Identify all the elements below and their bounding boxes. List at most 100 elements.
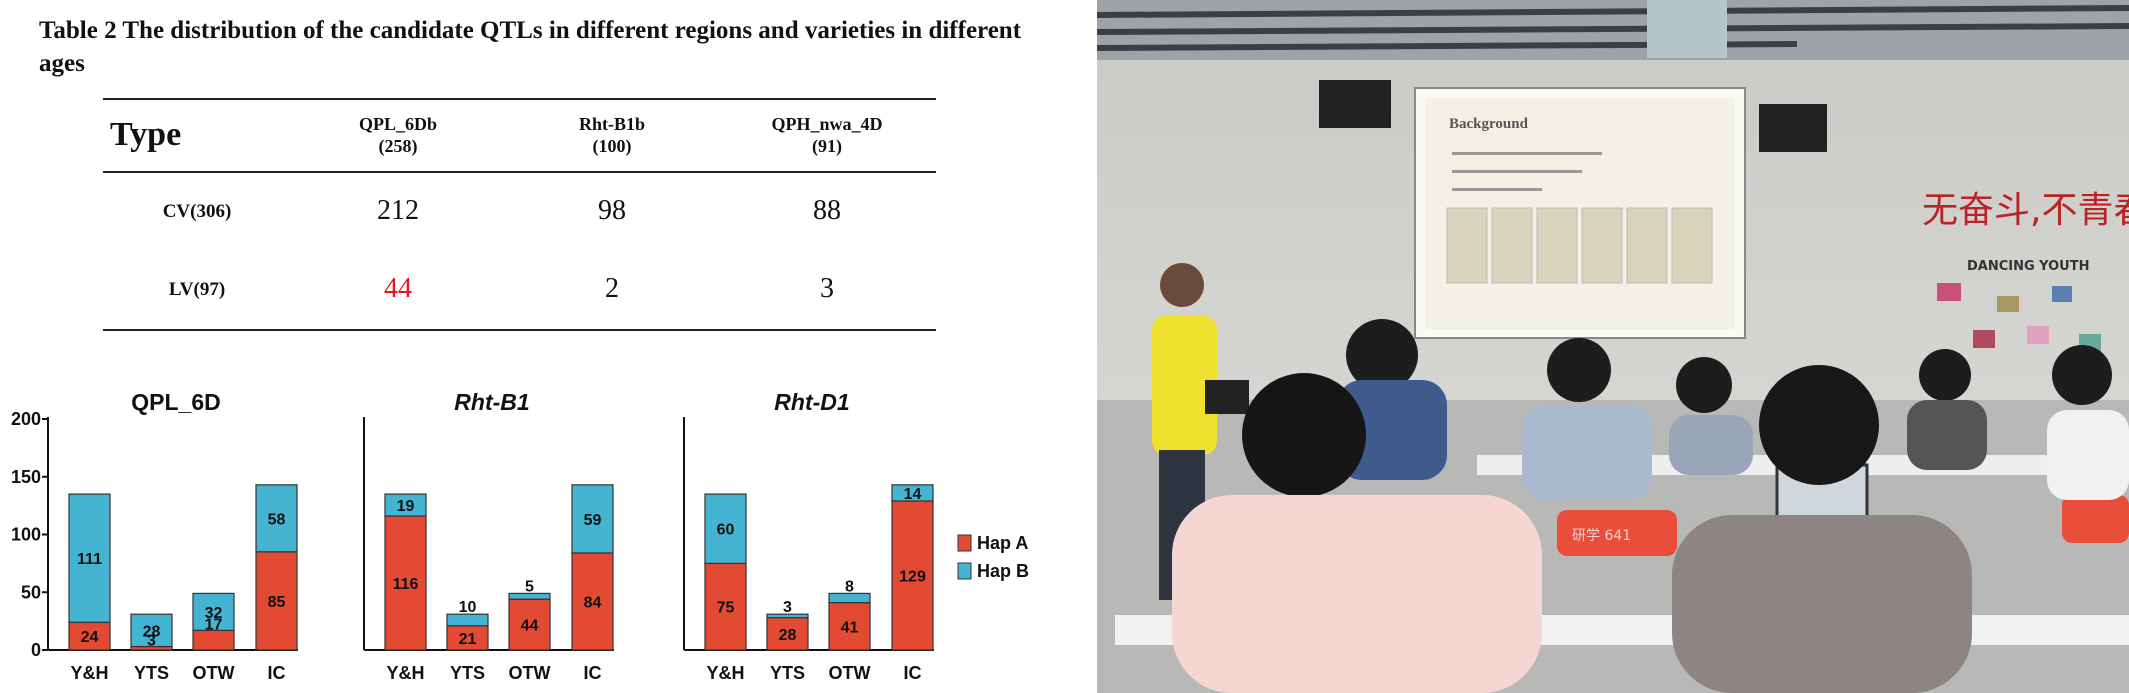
bar-hap-b	[571, 484, 614, 554]
bar-hap-b	[828, 592, 871, 604]
column-header-qph-nwa-4d: QPH_nwa_4D (91)	[727, 113, 927, 157]
bar-label-hap-a: 75	[717, 600, 735, 617]
bar-hap-b	[508, 592, 551, 600]
row-label-lv: LV(97)	[168, 279, 226, 300]
legend-label: Hap B	[977, 561, 1029, 581]
bar-label-hap-a: 116	[393, 576, 419, 593]
column-count: (100)	[592, 136, 632, 156]
bar-label-hap-b: 32	[205, 605, 223, 622]
bar-hap-b	[446, 613, 489, 627]
bar-label-hap-a: 84	[584, 594, 602, 611]
table-type-header: Type	[110, 116, 182, 153]
x-tick-label: OTW	[193, 663, 235, 683]
column-count: (91)	[812, 136, 842, 156]
bar-label-hap-b: 28	[143, 623, 161, 640]
y-tick-label: 100	[11, 525, 41, 545]
classroom-photo: Background 无奋斗,不青春 DANCING YOUTH	[1097, 0, 2129, 693]
chart-panel-title: Rht-B1	[454, 389, 529, 415]
cell-lv-qpl: 44	[384, 273, 412, 304]
bar-hap-b	[130, 613, 173, 648]
haplotype-bar-charts: 050100150200QPL_6D24111Y&H328YTS1732OTW8…	[11, 389, 1029, 683]
table-top-rule	[103, 98, 936, 100]
bar-hap-a	[446, 625, 489, 651]
bar-label-hap-b: 3	[783, 599, 792, 616]
chair-label: 研学 641	[1572, 528, 1631, 544]
bar-label-hap-b: 8	[845, 578, 854, 595]
bar-hap-a	[508, 598, 551, 651]
column-name: Rht-B1b	[578, 114, 645, 134]
table-header-rule	[103, 171, 936, 173]
bar-hap-a	[828, 602, 871, 651]
bar-hap-b	[384, 493, 427, 517]
bar-hap-a	[704, 562, 747, 651]
bar-label-hap-a: 21	[459, 631, 477, 648]
x-tick-label: OTW	[829, 663, 871, 683]
bar-hap-b	[255, 484, 298, 553]
column-name: QPL_6Db	[358, 114, 437, 134]
x-tick-label: IC	[268, 663, 286, 683]
bar-hap-a	[891, 500, 934, 651]
bar-label-hap-b: 19	[397, 498, 415, 515]
bar-label-hap-a: 44	[521, 618, 539, 635]
y-tick-label: 150	[11, 467, 41, 487]
classroom-photo-illustration: Background 无奋斗,不青春 DANCING YOUTH	[1097, 0, 2129, 693]
cell-cv-qpl: 212	[377, 195, 419, 226]
bar-label-hap-a: 3	[147, 633, 156, 650]
chart-panel-title: Rht-D1	[774, 389, 849, 415]
bar-label-hap-b: 5	[525, 578, 534, 595]
cell-cv-rhtb1: 98	[598, 195, 626, 226]
slide-plant-images	[1446, 207, 1713, 284]
legend-swatch	[957, 534, 972, 552]
wall-slogan: 无奋斗,不青春	[1922, 190, 2129, 231]
bar-hap-b	[68, 493, 111, 623]
bar-label-hap-b: 111	[77, 551, 102, 568]
cell-cv-qph: 88	[813, 195, 841, 226]
column-count: (258)	[378, 136, 418, 156]
x-tick-label: Y&H	[70, 663, 108, 683]
cell-lv-qph: 3	[820, 273, 834, 304]
row-label-cv: CV(306)	[162, 201, 232, 222]
chart-panel-title: QPL_6D	[131, 389, 220, 415]
column-name: QPH_nwa_4D	[771, 114, 883, 134]
speaker-right	[1759, 104, 1827, 152]
students	[1172, 319, 2129, 693]
x-tick-label: IC	[904, 663, 922, 683]
x-tick-label: YTS	[770, 663, 805, 683]
bar-hap-b	[891, 484, 934, 502]
bar-label-hap-a: 24	[81, 629, 99, 646]
x-tick-label: YTS	[450, 663, 485, 683]
slide-title: Background	[1449, 116, 1529, 132]
laptop-on-podium	[1205, 380, 1249, 414]
column-header-qpl-6db: QPL_6Db (258)	[298, 113, 498, 157]
cell-lv-rhtb1: 2	[605, 273, 619, 304]
bar-label-hap-a: 17	[205, 616, 223, 633]
column-header-rht-b1b: Rht-B1b (100)	[512, 113, 712, 157]
y-tick-label: 50	[21, 582, 41, 602]
bar-label-hap-a: 28	[779, 627, 797, 644]
bar-label-hap-b: 59	[584, 512, 602, 529]
x-tick-label: Y&H	[386, 663, 424, 683]
bar-label-hap-b: 10	[459, 599, 477, 616]
x-tick-label: IC	[584, 663, 602, 683]
y-tick-label: 0	[31, 640, 41, 660]
legend-label: Hap A	[977, 533, 1028, 553]
bar-label-hap-b: 14	[904, 486, 922, 503]
x-tick-label: YTS	[134, 663, 169, 683]
y-tick-label: 200	[11, 409, 41, 429]
table-and-chart-panel: Table 2 The distribution of the candidat…	[10, 17, 1030, 683]
table-bottom-rule	[103, 329, 936, 331]
bar-label-hap-b: 60	[717, 522, 735, 539]
bar-label-hap-a: 85	[268, 594, 286, 611]
bar-label-hap-a: 129	[899, 569, 926, 586]
x-tick-label: Y&H	[706, 663, 744, 683]
slide-bullets	[1452, 152, 1602, 191]
bar-label-hap-b: 58	[268, 511, 286, 528]
bar-hap-a	[384, 515, 427, 651]
bar-hap-b	[192, 592, 235, 631]
speaker-left	[1319, 80, 1391, 128]
bar-hap-a	[255, 551, 298, 651]
legend-swatch	[957, 562, 972, 580]
bar-hap-b	[766, 613, 809, 619]
bar-label-hap-a: 41	[841, 619, 859, 636]
wall-slogan-sub: DANCING YOUTH	[1967, 259, 2090, 274]
